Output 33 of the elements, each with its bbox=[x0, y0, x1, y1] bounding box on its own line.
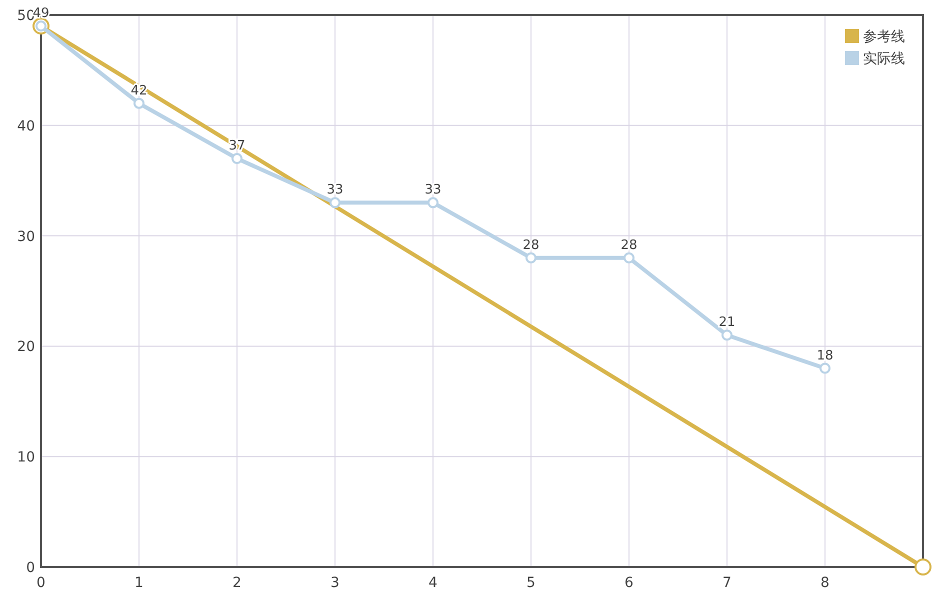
y-tick-label: 40 bbox=[17, 118, 35, 134]
data-label: 33 bbox=[326, 182, 344, 198]
point bbox=[232, 153, 242, 164]
x-tick-label: 3 bbox=[330, 575, 340, 591]
y-tick-label: 30 bbox=[17, 228, 35, 245]
data-label: 33 bbox=[424, 182, 442, 198]
data-label: 42 bbox=[130, 83, 148, 98]
y-tick-label: 0 bbox=[26, 560, 35, 576]
legend-label: 实际线 bbox=[863, 51, 905, 67]
x-tick-label: 7 bbox=[722, 575, 732, 591]
legend-label: 参考线 bbox=[863, 29, 905, 45]
point bbox=[624, 252, 634, 264]
x-tick-label: 2 bbox=[232, 575, 242, 591]
point bbox=[914, 558, 932, 576]
point bbox=[820, 362, 830, 374]
point bbox=[526, 252, 536, 264]
point bbox=[428, 197, 438, 208]
x-tick-label: 8 bbox=[820, 575, 830, 591]
x-tick-label: 0 bbox=[36, 575, 46, 591]
data-label: 28 bbox=[620, 238, 638, 253]
data-label: 21 bbox=[718, 315, 736, 330]
data-label: 18 bbox=[816, 348, 834, 364]
x-tick-label: 5 bbox=[526, 575, 536, 591]
point bbox=[722, 330, 732, 341]
data-label: 28 bbox=[522, 238, 540, 253]
x-tick-label: 6 bbox=[624, 575, 634, 591]
data-label: 49 bbox=[32, 6, 50, 22]
x-tick-label: 1 bbox=[134, 575, 144, 591]
point bbox=[330, 197, 340, 208]
x-tick-label: 4 bbox=[428, 575, 438, 591]
y-tick-label: 10 bbox=[17, 450, 35, 466]
point bbox=[134, 98, 144, 109]
y-tick-label: 20 bbox=[17, 339, 35, 356]
